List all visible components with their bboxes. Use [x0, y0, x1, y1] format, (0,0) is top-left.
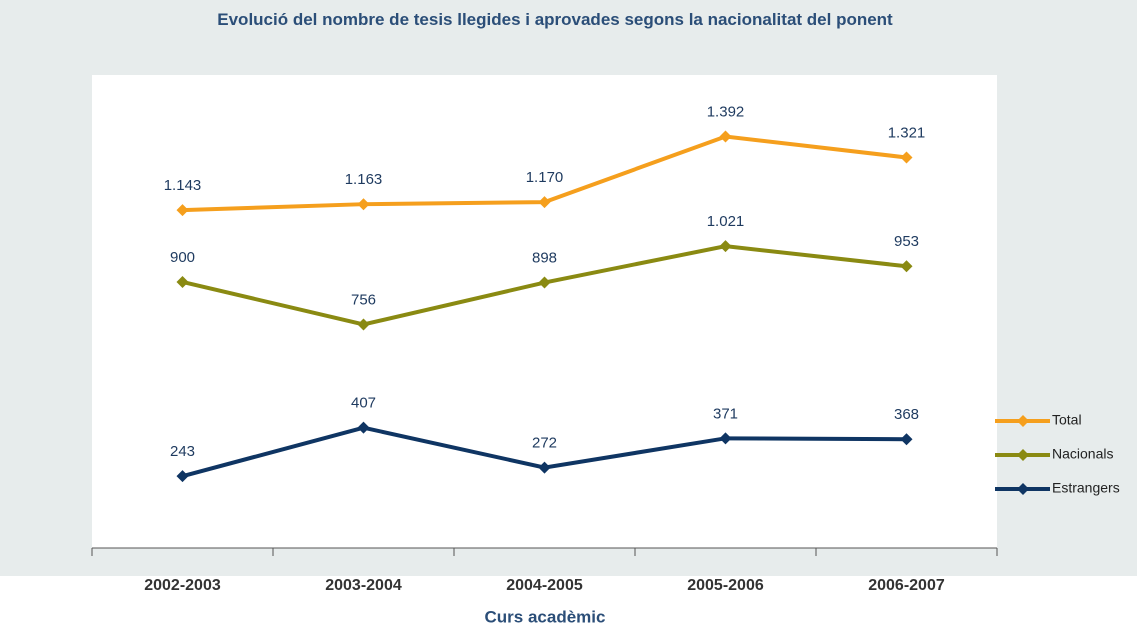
data-point: [176, 275, 189, 288]
data-point: [900, 433, 913, 446]
x-tick-label: 2002-2003: [144, 577, 221, 594]
data-point: [176, 470, 189, 483]
chart-title: Evolució del nombre de tesis llegides i …: [217, 10, 893, 29]
data-label: 953: [894, 233, 919, 250]
legend-label: Estrangers: [1052, 480, 1120, 496]
x-tick-label: 2004-2005: [506, 577, 583, 594]
data-point: [719, 432, 732, 445]
data-point: [357, 198, 370, 211]
data-point: [719, 130, 732, 143]
data-label: 1.321: [888, 124, 926, 141]
plot-area: [92, 75, 997, 548]
legend-marker: [1017, 449, 1029, 461]
legend-label: Total: [1052, 412, 1082, 428]
legend-marker: [1017, 415, 1029, 427]
data-point: [719, 240, 732, 253]
x-tick-label: 2005-2006: [687, 577, 764, 594]
x-tick-label: 2003-2004: [325, 577, 402, 594]
data-label: 756: [351, 291, 376, 308]
data-point: [538, 461, 551, 474]
data-point: [357, 421, 370, 434]
data-label: 272: [532, 435, 557, 452]
data-label: 900: [170, 249, 195, 266]
data-point: [900, 151, 913, 164]
data-label: 371: [713, 405, 738, 422]
data-label: 1.143: [164, 177, 202, 194]
data-point: [176, 204, 189, 217]
data-label: 1.170: [526, 169, 564, 186]
data-label: 243: [170, 443, 195, 460]
data-label: 1.163: [345, 171, 383, 188]
data-point: [357, 318, 370, 331]
data-point: [538, 196, 551, 209]
x-tick-label: 2006-2007: [868, 577, 945, 594]
x-axis-title: Curs acadèmic: [485, 607, 606, 626]
data-point: [538, 276, 551, 289]
data-label: 368: [894, 406, 919, 423]
legend-marker: [1017, 483, 1029, 495]
data-label: 1.021: [707, 213, 745, 230]
data-label: 407: [351, 395, 376, 412]
legend-label: Nacionals: [1052, 446, 1113, 462]
data-point: [900, 260, 913, 273]
data-label: 898: [532, 249, 557, 266]
data-label: 1.392: [707, 103, 745, 120]
